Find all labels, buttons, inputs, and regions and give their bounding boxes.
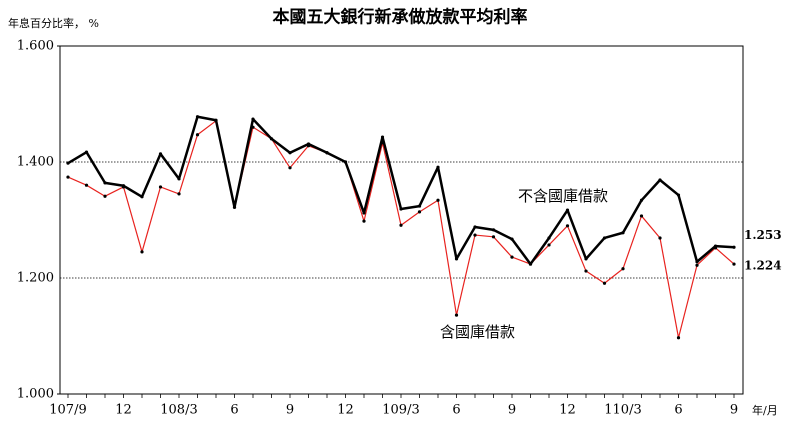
- point: [269, 137, 274, 141]
- point: [584, 269, 588, 273]
- chart-title: 本國五大銀行新承做放款平均利率: [273, 7, 528, 28]
- point: [732, 262, 736, 266]
- point: [177, 177, 181, 181]
- point: [547, 236, 551, 240]
- point: [602, 236, 607, 240]
- point: [491, 228, 496, 232]
- point: [639, 198, 644, 202]
- point: [195, 133, 200, 137]
- point: [399, 223, 403, 227]
- point: [362, 211, 366, 215]
- point: [639, 214, 644, 218]
- point: [103, 194, 107, 198]
- point: [565, 224, 570, 228]
- point: [676, 193, 681, 197]
- x-tick-label: 12: [115, 403, 132, 418]
- point: [473, 233, 477, 237]
- point: [399, 207, 403, 211]
- y-axis-label: 年息百分比率， %: [8, 16, 99, 30]
- point: [288, 166, 292, 170]
- point: [473, 225, 477, 229]
- x-tick-label: 107/9: [49, 403, 86, 418]
- end-value-label: 1.253: [744, 228, 782, 242]
- point: [658, 178, 662, 182]
- plot-frame: [59, 45, 744, 395]
- point: [454, 313, 459, 317]
- point: [676, 336, 681, 340]
- point: [232, 205, 237, 209]
- x-tick-label: 108/3: [160, 403, 197, 418]
- end-value-label: 1.224: [744, 259, 782, 273]
- point: [306, 142, 311, 146]
- point: [251, 117, 255, 121]
- x-tick-label: 9: [286, 403, 294, 418]
- point: [84, 183, 89, 187]
- x-tick-label: 9: [730, 403, 738, 418]
- series-label: 不含國庫借款: [518, 187, 608, 205]
- point: [621, 231, 625, 235]
- point: [214, 118, 218, 122]
- x-tick-label: 9: [508, 403, 516, 418]
- point: [436, 198, 440, 202]
- point: [732, 245, 736, 249]
- point: [325, 151, 329, 155]
- y-tick-label: 1.400: [17, 155, 54, 170]
- point: [362, 219, 366, 223]
- point: [288, 151, 292, 155]
- point: [66, 161, 70, 165]
- point: [510, 255, 514, 259]
- point: [84, 150, 89, 154]
- point: [66, 175, 70, 179]
- point: [491, 235, 496, 239]
- point: [695, 260, 699, 264]
- x-tick-label: 12: [337, 403, 354, 418]
- point: [121, 184, 126, 188]
- point: [417, 210, 422, 214]
- x-tick-label: 6: [452, 403, 460, 418]
- x-axis-label: 年/月: [752, 403, 778, 417]
- point: [510, 237, 514, 241]
- x-tick-label: 6: [230, 403, 238, 418]
- point: [177, 192, 181, 196]
- point: [454, 257, 459, 261]
- point: [658, 236, 662, 240]
- series-line: [67, 115, 735, 266]
- y-tick-label: 1.000: [17, 387, 54, 402]
- y-tick-label: 1.600: [17, 39, 54, 54]
- x-tick-label: 110/3: [604, 403, 641, 418]
- point: [158, 185, 163, 189]
- x-tick-label: 12: [559, 403, 576, 418]
- point: [528, 262, 533, 266]
- point: [584, 257, 588, 261]
- x-tick-label: 109/3: [382, 403, 419, 418]
- point: [417, 204, 422, 208]
- y-tick-label: 1.200: [17, 271, 54, 286]
- series-label: 含國庫借款: [440, 323, 515, 341]
- point: [621, 267, 625, 271]
- point: [380, 135, 385, 139]
- point: [140, 195, 144, 199]
- x-tick-label: 6: [674, 403, 682, 418]
- point: [547, 243, 551, 247]
- point: [195, 115, 200, 119]
- point: [140, 250, 144, 254]
- series-line: [67, 120, 735, 339]
- point: [158, 152, 163, 156]
- point: [695, 263, 699, 267]
- point: [565, 208, 570, 212]
- point: [103, 181, 107, 185]
- point: [602, 281, 607, 285]
- point: [436, 165, 440, 169]
- point: [343, 160, 348, 164]
- point: [713, 244, 718, 248]
